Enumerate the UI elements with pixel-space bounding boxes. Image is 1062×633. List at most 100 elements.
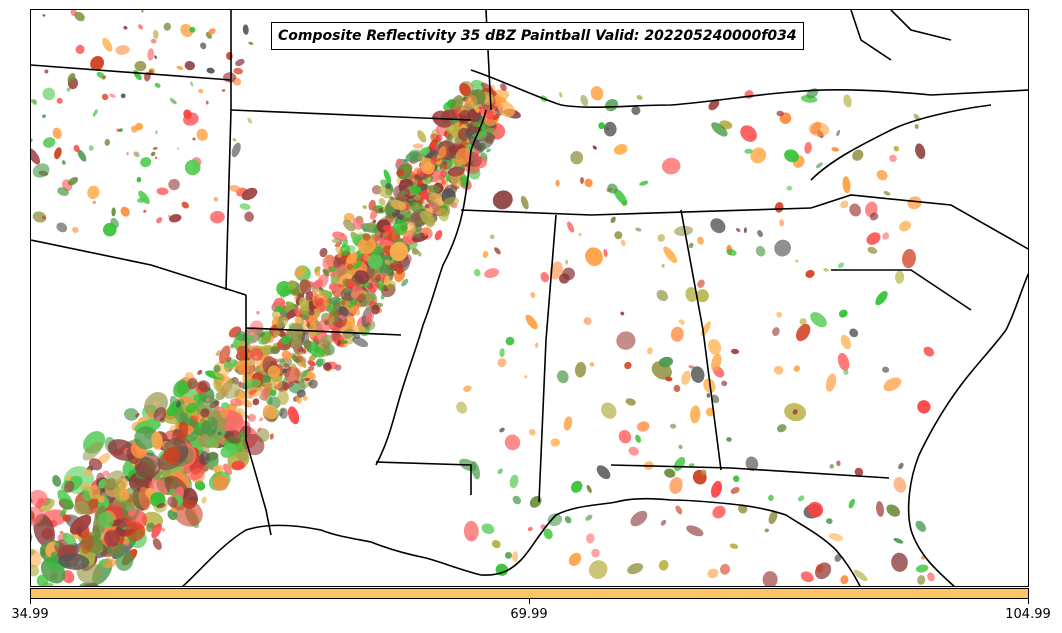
reflectivity-blob: [77, 149, 87, 162]
reflectivity-blob: [838, 309, 848, 318]
reflectivity-blob: [354, 270, 370, 284]
reflectivity-blob: [118, 487, 130, 501]
reflectivity-blob: [854, 467, 864, 477]
reflectivity-blob: [331, 311, 339, 318]
reflectivity-blob: [163, 447, 181, 464]
reflectivity-blob: [272, 358, 280, 364]
reflectivity-blob: [67, 177, 79, 186]
reflectivity-blob: [768, 494, 774, 501]
reflectivity-blob: [744, 90, 754, 99]
reflectivity-blob: [423, 201, 427, 205]
reflectivity-blob: [750, 147, 767, 164]
reflectivity-blob: [152, 538, 162, 550]
reflectivity-blob: [116, 128, 120, 132]
reflectivity-blob: [377, 280, 385, 292]
reflectivity-blob: [369, 208, 379, 220]
colorbar: [30, 588, 1029, 599]
reflectivity-blob: [80, 483, 91, 491]
reflectivity-blob: [891, 552, 908, 572]
reflectivity-blob: [852, 149, 864, 161]
reflectivity-blob: [161, 527, 166, 532]
reflectivity-blob: [585, 247, 603, 267]
reflectivity-blob: [440, 170, 447, 178]
reflectivity-blob: [825, 373, 837, 392]
reflectivity-blob: [169, 98, 177, 105]
reflectivity-blob: [678, 444, 683, 450]
reflectivity-blob: [417, 251, 422, 257]
reflectivity-blob: [400, 190, 406, 196]
reflectivity-blob: [574, 361, 587, 378]
reflectivity-blob: [710, 480, 723, 498]
reflectivity-blob: [133, 151, 140, 158]
reflectivity-blob: [419, 147, 431, 155]
reflectivity-blob: [383, 275, 390, 286]
reflectivity-blob: [215, 352, 219, 356]
reflectivity-blob: [525, 314, 538, 330]
reflectivity-blob: [898, 462, 904, 470]
reflectivity-blob: [298, 351, 303, 355]
reflectivity-blob: [807, 501, 824, 518]
reflectivity-blob: [238, 380, 242, 388]
reflectivity-blob: [736, 228, 741, 232]
reflectivity-blob: [481, 523, 495, 535]
reflectivity-blob: [104, 139, 111, 146]
reflectivity-blob: [124, 408, 139, 421]
reflectivity-blob: [237, 341, 245, 347]
reflectivity-blob: [102, 470, 110, 477]
reflectivity-blob: [866, 232, 881, 245]
reflectivity-blob: [176, 400, 181, 408]
reflectivity-blob: [392, 219, 408, 236]
reflectivity-blob: [826, 518, 833, 525]
reflectivity-blob: [287, 280, 297, 290]
reflectivity-blob: [927, 572, 935, 582]
reflectivity-blob: [352, 217, 364, 230]
reflectivity-blob: [779, 219, 785, 227]
reflectivity-map: [31, 10, 1028, 586]
reflectivity-blob: [296, 389, 306, 398]
reflectivity-blob: [804, 141, 812, 154]
reflectivity-blob: [201, 496, 207, 504]
reflectivity-blob: [138, 190, 150, 205]
reflectivity-blob: [420, 190, 429, 200]
reflectivity-blob: [893, 538, 904, 544]
colorbar-tick-left: [30, 599, 31, 604]
reflectivity-blob: [816, 162, 823, 169]
reflectivity-blob: [368, 199, 376, 211]
reflectivity-blob: [586, 533, 595, 544]
reflectivity-blob: [367, 253, 383, 270]
reflectivity-blob: [187, 377, 198, 390]
wv-va-border: [810, 104, 992, 181]
reflectivity-blob: [455, 147, 471, 165]
reflectivity-blob: [92, 109, 98, 117]
reflectivity-blob: [776, 424, 787, 433]
reflectivity-blob: [800, 571, 814, 583]
reflectivity-blob: [334, 241, 343, 247]
reflectivity-blob: [795, 259, 799, 263]
reflectivity-blob: [277, 390, 289, 406]
reflectivity-blob: [688, 365, 695, 369]
reflectivity-blob: [708, 99, 720, 111]
reflectivity-blob: [840, 334, 852, 350]
reflectivity-blob: [102, 37, 113, 52]
reflectivity-blob: [352, 261, 362, 269]
reflectivity-blob: [282, 377, 288, 383]
reflectivity-blob: [384, 259, 392, 265]
reflectivity-blob: [815, 562, 832, 580]
reflectivity-blob: [140, 463, 148, 471]
reflectivity-blob: [468, 135, 483, 151]
reflectivity-blob: [848, 498, 855, 509]
reflectivity-blob: [87, 185, 100, 200]
reflectivity-blob: [279, 412, 283, 417]
reflectivity-blob: [730, 487, 740, 494]
reflectivity-blob: [504, 551, 513, 559]
reflectivity-blob: [32, 211, 47, 223]
reflectivity-blob: [630, 510, 648, 527]
reflectivity-blob: [434, 230, 443, 241]
reflectivity-blob: [711, 394, 720, 404]
reflectivity-blob: [842, 176, 851, 194]
reflectivity-blob: [661, 157, 681, 175]
reflectivity-blob: [564, 516, 572, 524]
reflectivity-blob: [565, 259, 569, 265]
reflectivity-blob: [371, 304, 380, 315]
reflectivity-blob: [257, 330, 272, 345]
